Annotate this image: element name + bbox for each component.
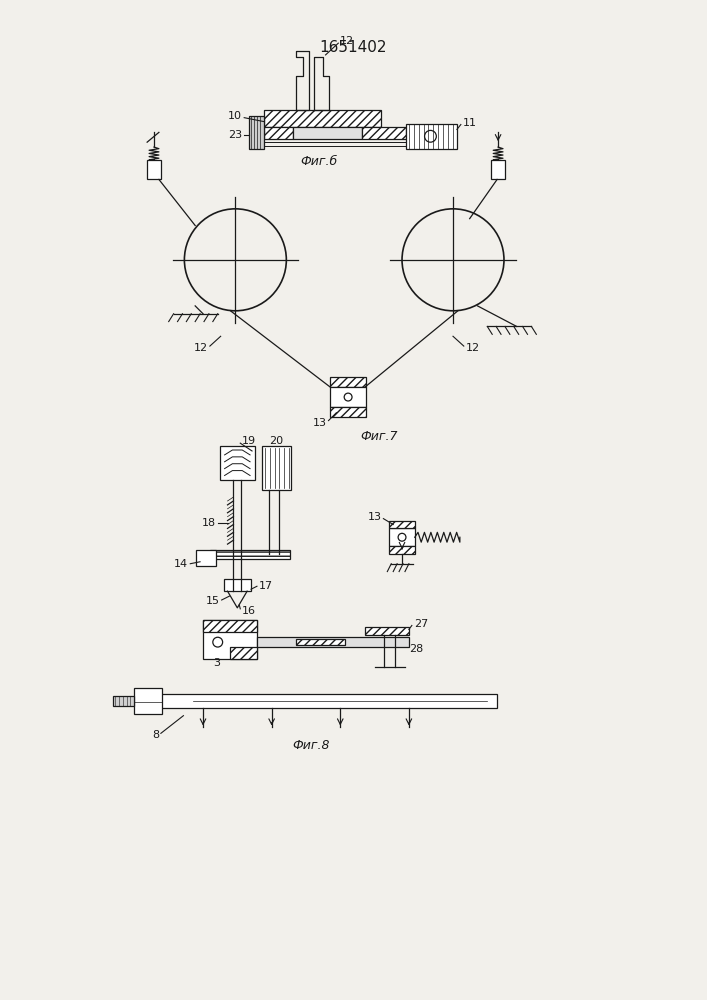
Text: 18: 18 [201,518,216,528]
Bar [196,550,216,566]
Bar [159,694,497,708]
Bar [203,620,257,632]
Bar [330,407,366,417]
Text: 15: 15 [206,596,220,606]
Bar [264,127,293,139]
Bar [390,546,415,554]
Text: 27: 27 [414,619,428,629]
Bar [296,639,345,645]
Text: 17: 17 [259,581,273,591]
Text: 23: 23 [228,130,243,140]
Text: Фиг.б: Фиг.б [300,155,337,168]
Bar [390,528,415,546]
Bar [147,160,161,179]
Text: 12: 12 [194,343,208,353]
Bar [257,637,409,647]
Bar [362,127,406,139]
Text: 11: 11 [463,118,477,128]
Bar [293,127,362,139]
Bar [406,124,457,149]
Bar [210,550,291,559]
Text: 13: 13 [368,512,382,522]
Text: 3: 3 [213,658,220,668]
Bar [262,446,291,490]
Text: 8: 8 [152,730,159,740]
Bar [330,387,366,407]
Text: 12: 12 [340,36,354,46]
Bar [491,160,505,179]
Text: 1651402: 1651402 [320,40,387,55]
Bar [249,116,264,149]
Bar [365,627,409,635]
Text: 13: 13 [312,418,327,428]
Bar [264,110,382,127]
Bar [203,620,257,659]
Bar [113,696,134,706]
Bar [390,521,415,528]
Text: Фиг.7: Фиг.7 [361,430,398,443]
Bar [223,579,251,591]
Bar [330,377,366,387]
Text: 16: 16 [243,606,256,616]
Text: 14: 14 [174,559,188,569]
Bar [134,688,162,714]
Text: 12: 12 [466,343,480,353]
Bar [220,446,255,480]
Text: 20: 20 [269,436,283,446]
Text: Фиг.8: Фиг.8 [292,739,329,752]
Text: 19: 19 [243,436,257,446]
Text: 28: 28 [409,644,423,654]
Bar [230,647,257,659]
Text: 10: 10 [228,111,243,121]
